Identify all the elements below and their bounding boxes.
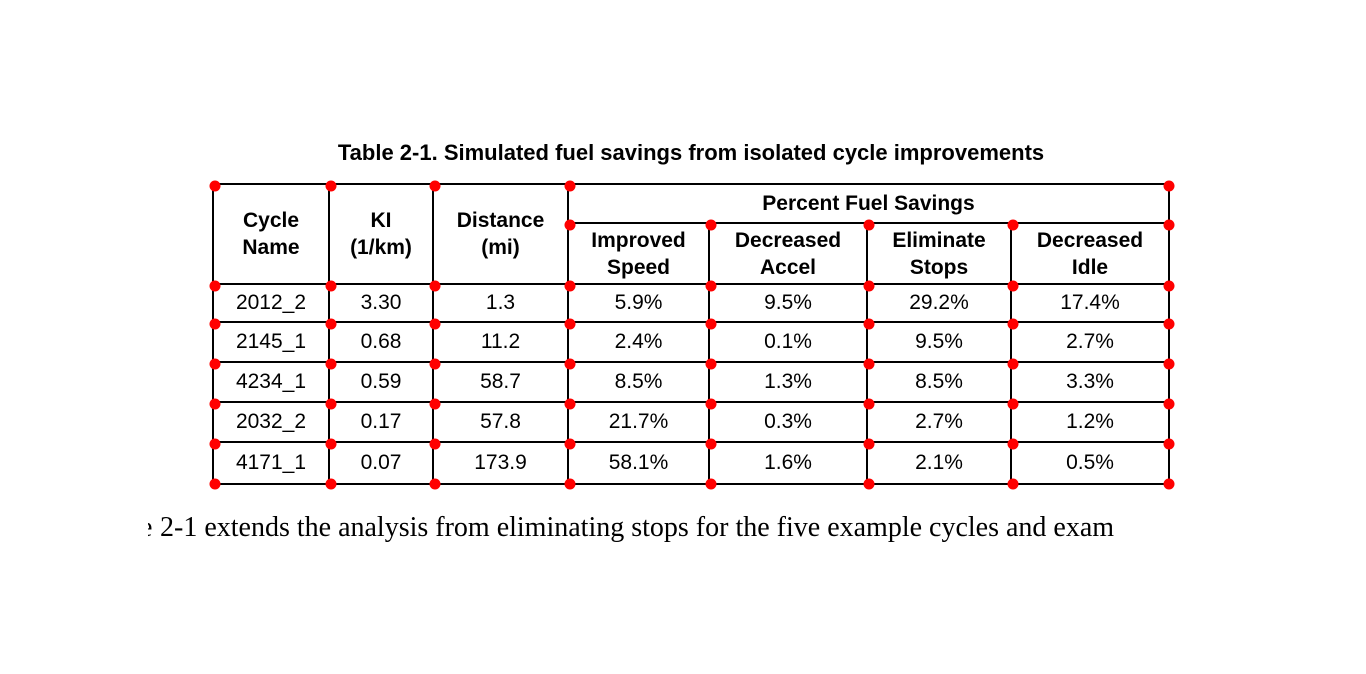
header-cell-cycle-name: Cycle Name bbox=[214, 185, 330, 285]
table-caption: Table 2-1. Simulated fuel savings from i… bbox=[337, 140, 1045, 165]
cell-decreased-accel: 1.3% bbox=[710, 363, 868, 403]
cell-decreased-accel: 9.5% bbox=[710, 285, 868, 323]
clipped-character: e bbox=[148, 511, 154, 545]
subheader-cell-decreased-accel: Decreased Accel bbox=[710, 224, 868, 285]
cell-ki: 3.30 bbox=[330, 285, 434, 323]
cell-distance: 11.2 bbox=[434, 323, 569, 363]
cell-ki: 0.07 bbox=[330, 443, 434, 483]
cell-decreased-idle: 3.3% bbox=[1012, 363, 1168, 403]
subheader-cell-eliminate-stops: Eliminate Stops bbox=[868, 224, 1012, 285]
cell-distance: 58.7 bbox=[434, 363, 569, 403]
header-cell-percent-fuel-savings: Percent Fuel Savings bbox=[569, 185, 1168, 224]
cell-decreased-idle: 0.5% bbox=[1066, 451, 1114, 474]
cell-eliminate-stops: 8.5% bbox=[868, 363, 1012, 403]
cell-decreased-idle: 1.2% bbox=[1012, 403, 1168, 443]
cell-decreased-idle: 17.4% bbox=[1012, 285, 1168, 323]
cell-cycle: 2032_2 bbox=[214, 403, 330, 443]
cell-decreased-idle: 2.7% bbox=[1012, 323, 1168, 363]
cell-distance: 57.8 bbox=[434, 403, 569, 443]
cell-decreased-accel: 0.1% bbox=[710, 323, 868, 363]
cell-improved-speed: 58.1% bbox=[569, 443, 710, 483]
cell-improved-speed: 21.7% bbox=[569, 403, 710, 443]
cell-decreased-accel: 0.3% bbox=[710, 403, 868, 443]
subheader-cell-improved-speed: Improved Speed bbox=[569, 224, 710, 285]
cell-eliminate-stops: 2.1% bbox=[868, 443, 1012, 483]
body-text-line: e 2-1 extends the analysis from eliminat… bbox=[148, 511, 1114, 545]
cell-cycle: 2145_1 bbox=[214, 323, 330, 363]
cell-ki: 0.68 bbox=[330, 323, 434, 363]
cell-cycle: 2012_2 bbox=[214, 285, 330, 323]
body-text: 2-1 extends the analysis from eliminatin… bbox=[160, 512, 1115, 543]
cell-improved-speed: 8.5% bbox=[569, 363, 710, 403]
subheader-cell-decreased-idle: Decreased Idle bbox=[1012, 224, 1168, 285]
cell-decreased-accel: 1.6% bbox=[710, 443, 868, 483]
cell-eliminate-stops: 9.5% bbox=[868, 323, 1012, 363]
cell-eliminate-stops: 2.7% bbox=[868, 403, 1012, 443]
cell-distance: 173.9 bbox=[434, 443, 569, 483]
header-cell-distance: Distance (mi) bbox=[434, 185, 569, 285]
cell-improved-speed: 2.4% bbox=[569, 323, 710, 363]
cell-eliminate-stops: 29.2% bbox=[868, 285, 1012, 323]
cell-ki: 0.59 bbox=[330, 363, 434, 403]
fuel-savings-table: Cycle Name KI (1/km) Distance (mi) Perce… bbox=[209, 180, 1175, 490]
cell-cycle: 4234_1 bbox=[214, 363, 330, 403]
cell-distance: 1.3 bbox=[434, 285, 569, 323]
cell-improved-speed: 5.9% bbox=[569, 285, 710, 323]
cell-ki: 0.17 bbox=[330, 403, 434, 443]
cell-cycle: 4171_1 bbox=[214, 443, 330, 483]
header-cell-ki: KI (1/km) bbox=[330, 185, 434, 285]
